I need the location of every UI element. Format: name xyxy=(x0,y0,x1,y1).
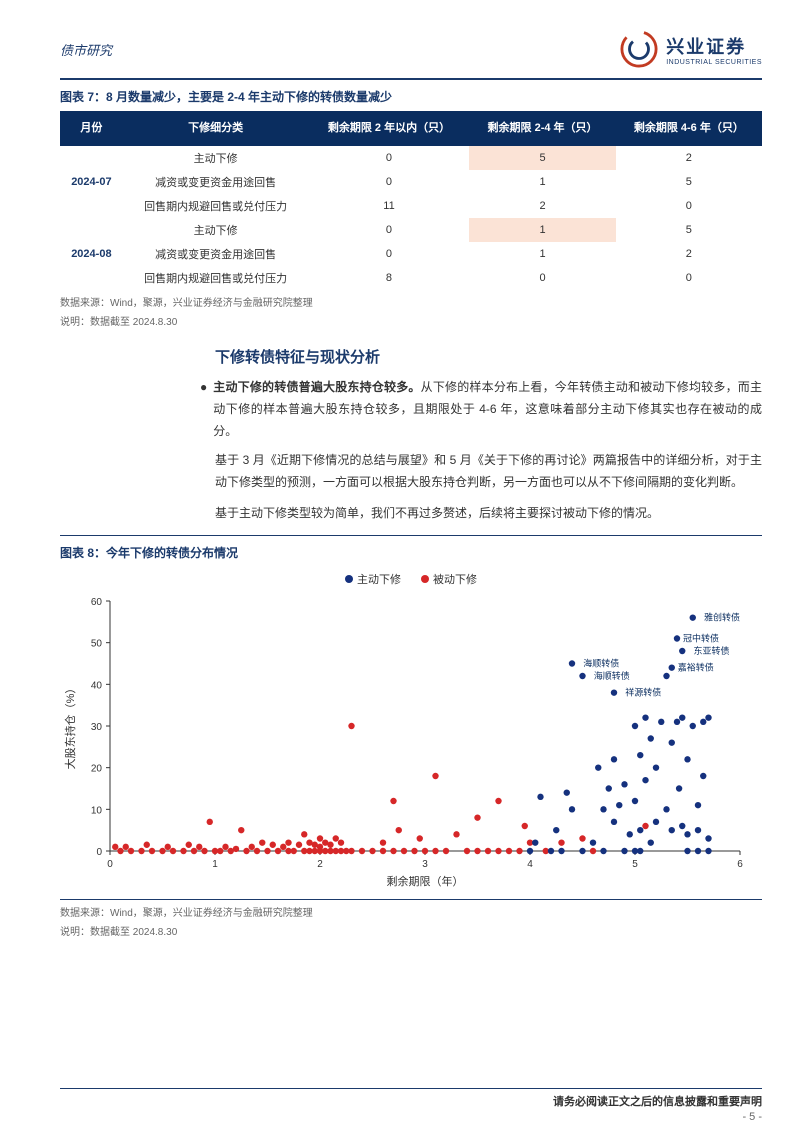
legend-blue: 主动下修 xyxy=(345,571,401,587)
svg-text:60: 60 xyxy=(91,597,103,608)
value-cell: 2 xyxy=(616,242,762,266)
svg-text:2: 2 xyxy=(317,859,323,870)
value-cell: 0 xyxy=(616,194,762,218)
category-cell: 主动下修 xyxy=(123,146,309,170)
value-cell: 5 xyxy=(616,170,762,194)
table-row: 回售期内规避回售或兑付压力800 xyxy=(60,266,762,290)
svg-text:50: 50 xyxy=(91,639,103,650)
value-cell: 0 xyxy=(309,242,470,266)
svg-text:30: 30 xyxy=(91,722,103,733)
table7-body: 2024-07主动下修052减资或变更资金用途回售015回售期内规避回售或兑付压… xyxy=(60,146,762,290)
svg-text:0: 0 xyxy=(96,847,102,858)
svg-text:海顺转债: 海顺转债 xyxy=(583,657,619,668)
svg-text:雅创转债: 雅创转债 xyxy=(704,612,740,623)
bullet-para1: ● 主动下修的转债普遍大股东持仓较多。从下修的样本分布上看，今年转债主动和被动下… xyxy=(200,377,762,442)
para2: 基于 3 月《近期下修情况的总结与展望》和 5 月《关于下修的再讨论》两篇报告中… xyxy=(215,450,762,493)
svg-text:5: 5 xyxy=(632,859,638,870)
category-cell: 主动下修 xyxy=(123,218,309,242)
section-title: 下修转债特征与现状分析 xyxy=(215,346,762,367)
table7: 月份下修细分类剩余期限 2 年以内（只）剩余期限 2-4 年（只）剩余期限 4-… xyxy=(60,111,762,290)
svg-text:3: 3 xyxy=(422,859,428,870)
svg-text:4: 4 xyxy=(527,859,533,870)
chart8-title: 图表 8：今年下修的转债分布情况 xyxy=(60,544,762,561)
logo-cn-text: 兴业证券 xyxy=(666,33,762,59)
month-cell: 2024-07 xyxy=(60,146,123,218)
category-cell: 减资或变更资金用途回售 xyxy=(123,170,309,194)
value-cell: 0 xyxy=(469,266,615,290)
svg-text:祥源转债: 祥源转债 xyxy=(625,687,661,698)
svg-text:1: 1 xyxy=(212,859,218,870)
svg-text:40: 40 xyxy=(91,680,103,691)
value-cell: 2 xyxy=(469,194,615,218)
chart8: 主动下修 被动下修 0 10 20 30 40 50 60 0 1 2 3 4 5 6 剩余期限（年） 大股东… xyxy=(60,571,762,891)
table7-title: 图表 7：8 月数量减少，主要是 2-4 年主动下修的转债数量减少 xyxy=(60,88,762,105)
value-cell: 0 xyxy=(616,266,762,290)
table7-col-header: 月份 xyxy=(60,111,123,146)
svg-text:6: 6 xyxy=(737,859,743,870)
legend-dot-red xyxy=(421,575,429,583)
value-cell: 5 xyxy=(616,218,762,242)
value-cell: 1 xyxy=(469,170,615,194)
scatter-plot: 01020304050600123456剩余期限（年）大股东持仓（%）海顺转债海… xyxy=(60,591,760,891)
chart8-top-divider xyxy=(60,535,762,536)
legend-red: 被动下修 xyxy=(421,571,477,587)
category-cell: 回售期内规避回售或兑付压力 xyxy=(123,266,309,290)
header-divider xyxy=(60,78,762,80)
chart8-source: 数据来源：Wind，聚源，兴业证券经济与金融研究院整理 xyxy=(60,904,762,919)
footer-divider xyxy=(60,1088,762,1089)
category-cell: 回售期内规避回售或兑付压力 xyxy=(123,194,309,218)
table7-col-header: 剩余期限 2-4 年（只） xyxy=(469,111,615,146)
value-cell: 8 xyxy=(309,266,470,290)
category-cell: 减资或变更资金用途回售 xyxy=(123,242,309,266)
page-header: 债市研究 兴业证券 INDUSTRIAL SECURITIES xyxy=(0,0,802,78)
company-logo-icon xyxy=(620,30,658,68)
svg-text:20: 20 xyxy=(91,764,103,775)
table-row: 2024-07主动下修052 xyxy=(60,146,762,170)
chart8-legend: 主动下修 被动下修 xyxy=(60,571,762,587)
value-cell: 2 xyxy=(616,146,762,170)
svg-text:剩余期限（年）: 剩余期限（年） xyxy=(387,874,464,888)
value-cell: 0 xyxy=(309,146,470,170)
table7-note: 说明：数据截至 2024.8.30 xyxy=(60,313,762,328)
table7-source: 数据来源：Wind，聚源，兴业证券经济与金融研究院整理 xyxy=(60,294,762,309)
chart8-bottom-divider xyxy=(60,899,762,900)
table-row: 2024-08主动下修015 xyxy=(60,218,762,242)
svg-text:嘉裕转债: 嘉裕转债 xyxy=(678,662,714,673)
svg-text:大股东持仓（%）: 大股东持仓（%） xyxy=(63,683,77,770)
category-label: 债市研究 xyxy=(60,40,112,59)
value-cell: 1 xyxy=(469,242,615,266)
table-row: 回售期内规避回售或兑付压力1120 xyxy=(60,194,762,218)
svg-text:10: 10 xyxy=(91,805,103,816)
svg-text:东亚转债: 东亚转债 xyxy=(694,645,730,656)
value-cell: 5 xyxy=(469,146,615,170)
table-row: 减资或变更资金用途回售015 xyxy=(60,170,762,194)
value-cell: 1 xyxy=(469,218,615,242)
bullet-icon: ● xyxy=(200,377,207,442)
table7-col-header: 剩余期限 4-6 年（只） xyxy=(616,111,762,146)
table7-col-header: 剩余期限 2 年以内（只） xyxy=(309,111,470,146)
para3: 基于主动下修类型较为简单，我们不再过多赘述，后续将主要探讨被动下修的情况。 xyxy=(215,503,762,525)
table7-col-header: 下修细分类 xyxy=(123,111,309,146)
footer-disclaimer: 请务必阅读正文之后的信息披露和重要声明 xyxy=(60,1093,762,1109)
svg-text:冠中转债: 冠中转债 xyxy=(683,632,719,643)
legend-dot-blue xyxy=(345,575,353,583)
value-cell: 0 xyxy=(309,218,470,242)
logo-en-text: INDUSTRIAL SECURITIES xyxy=(666,59,762,66)
bullet-lead: 主动下修的转债普遍大股东持仓较多。 xyxy=(213,380,420,394)
legend-blue-label: 主动下修 xyxy=(357,571,401,587)
legend-red-label: 被动下修 xyxy=(433,571,477,587)
month-cell: 2024-08 xyxy=(60,218,123,290)
table-row: 减资或变更资金用途回售012 xyxy=(60,242,762,266)
chart8-note: 说明：数据截至 2024.8.30 xyxy=(60,923,762,938)
page-number: - 5 - xyxy=(60,1111,762,1123)
value-cell: 0 xyxy=(309,170,470,194)
value-cell: 11 xyxy=(309,194,470,218)
svg-text:海顺转债: 海顺转债 xyxy=(594,670,630,681)
logo-block: 兴业证券 INDUSTRIAL SECURITIES xyxy=(620,30,762,68)
table7-header: 月份下修细分类剩余期限 2 年以内（只）剩余期限 2-4 年（只）剩余期限 4-… xyxy=(60,111,762,146)
svg-text:0: 0 xyxy=(107,859,113,870)
